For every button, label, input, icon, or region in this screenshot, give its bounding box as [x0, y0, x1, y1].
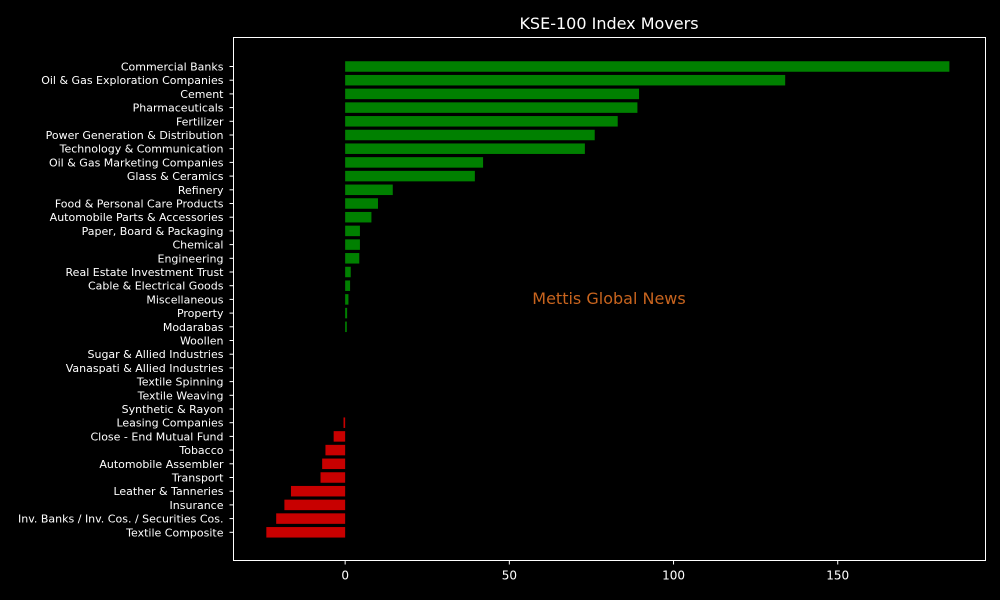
bar-oil-gas-marketing-companies — [345, 157, 484, 168]
category-label-cable-electrical-goods: Cable & Electrical Goods — [88, 280, 224, 293]
bar-technology-communication — [345, 143, 585, 154]
category-label-automobile-assembler: Automobile Assembler — [99, 458, 224, 471]
category-label-modarabas: Modarabas — [163, 321, 224, 334]
bar-oil-gas-exploration-companies — [345, 74, 786, 86]
category-label-oil-gas-marketing-companies: Oil & Gas Marketing Companies — [49, 156, 224, 169]
bar-cable-electrical-goods — [345, 280, 351, 291]
bar-automobile-parts-accessories — [345, 211, 372, 223]
bar-chemical — [345, 239, 360, 250]
category-label-transport: Transport — [171, 472, 224, 485]
bar-real-estate-investment-trust — [345, 266, 351, 278]
category-label-automobile-parts-accessories: Automobile Parts & Accessories — [50, 211, 224, 224]
category-label-glass-ceramics: Glass & Ceramics — [127, 170, 224, 183]
x-axis-ticks: 0 50 100 150 — [341, 560, 849, 583]
bar-refinery — [345, 184, 393, 196]
category-label-insurance: Insurance — [170, 499, 224, 512]
category-label-synthetic-rayon: Synthetic & Rayon — [122, 403, 224, 416]
bars-group — [266, 61, 950, 538]
bar-modarabas — [345, 321, 347, 333]
category-label-engineering: Engineering — [158, 252, 224, 265]
bar-insurance — [284, 499, 346, 511]
bar-miscellaneous — [345, 294, 349, 305]
category-label-textile-composite: Textile Composite — [125, 526, 224, 539]
bar-inv-banks-inv-cos-securities-cos — [276, 513, 346, 524]
category-label-paper-board-packaging: Paper, Board & Packaging — [82, 225, 224, 238]
category-label-oil-gas-exploration-companies: Oil & Gas Exploration Companies — [41, 74, 224, 87]
category-label-woollen: Woollen — [180, 335, 224, 348]
category-label-property: Property — [177, 307, 224, 320]
bar-transport — [320, 472, 346, 483]
category-label-pharmaceuticals: Pharmaceuticals — [133, 102, 224, 115]
bar-power-generation-distribution — [345, 129, 595, 141]
bar-leather-tanneries — [290, 485, 346, 497]
category-label-vanaspati-allied-industries: Vanaspati & Allied Industries — [66, 362, 224, 375]
bar-cement — [345, 88, 640, 100]
bar-commercial-banks — [345, 61, 950, 72]
category-label-refinery: Refinery — [178, 184, 224, 197]
category-label-textile-weaving: Textile Weaving — [137, 389, 224, 402]
bar-tobacco — [325, 444, 346, 456]
x-tick-label: 50 — [502, 569, 517, 583]
category-label-miscellaneous: Miscellaneous — [146, 293, 223, 306]
bar-automobile-assembler — [322, 458, 346, 470]
category-label-fertilizer: Fertilizer — [176, 115, 224, 128]
bar-glass-ceramics — [345, 170, 475, 182]
bar-pharmaceuticals — [345, 102, 638, 113]
watermark-text: Mettis Global News — [532, 289, 685, 308]
category-label-chemical: Chemical — [172, 239, 223, 252]
category-label-inv-banks-inv-cos-securities-cos: Inv. Banks / Inv. Cos. / Securities Cos. — [18, 513, 223, 526]
category-label-power-generation-distribution: Power Generation & Distribution — [46, 129, 224, 142]
bar-textile-composite — [266, 527, 346, 538]
category-label-close-end-mutual-fund: Close - End Mutual Fund — [90, 430, 223, 443]
category-label-cement: Cement — [180, 88, 224, 101]
bar-close-end-mutual-fund — [333, 431, 346, 442]
bar-property — [345, 307, 348, 319]
bar-engineering — [345, 253, 360, 264]
category-label-tobacco: Tobacco — [178, 444, 223, 457]
x-tick-label: 0 — [341, 569, 349, 583]
bar-food-personal-care-products — [345, 198, 378, 209]
chart-title: KSE-100 Index Movers — [519, 14, 698, 33]
x-tick-label: 100 — [662, 569, 685, 583]
category-label-real-estate-investment-trust: Real Estate Investment Trust — [66, 266, 225, 279]
category-label-technology-communication: Technology & Communication — [59, 143, 224, 156]
category-label-sugar-allied-industries: Sugar & Allied Industries — [87, 348, 223, 361]
bar-leasing-companies — [343, 417, 346, 428]
category-label-textile-spinning: Textile Spinning — [136, 376, 224, 389]
category-label-food-personal-care-products: Food & Personal Care Products — [55, 198, 224, 211]
category-label-leasing-companies: Leasing Companies — [116, 417, 223, 430]
x-tick-label: 150 — [826, 569, 849, 583]
bar-fertilizer — [345, 116, 618, 127]
category-label-leather-tanneries: Leather & Tanneries — [113, 485, 223, 498]
bar-paper-board-packaging — [345, 225, 360, 237]
category-label-commercial-banks: Commercial Banks — [121, 61, 224, 74]
